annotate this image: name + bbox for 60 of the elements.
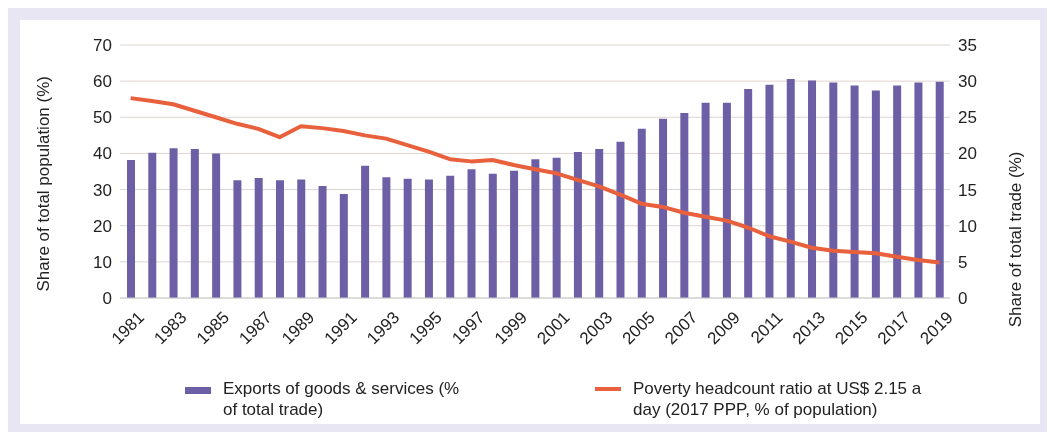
bar	[424, 179, 433, 298]
bar	[510, 170, 519, 298]
bar	[765, 84, 774, 298]
bar	[148, 152, 157, 298]
legend-label: Poverty headcount ratio at US$ 2.15 a day (2017 PPP, % of population)	[633, 378, 923, 420]
bar	[722, 102, 731, 298]
bar	[212, 153, 221, 298]
bar	[467, 169, 476, 298]
bar	[446, 175, 455, 298]
bar	[573, 151, 582, 298]
y-tick-label: 20	[93, 216, 112, 236]
bar	[616, 141, 625, 298]
bar	[744, 89, 753, 298]
bar	[233, 180, 242, 298]
y-tick-label: 60	[93, 72, 112, 92]
y-tick-label: 30	[93, 180, 112, 200]
y-tick-label: 10	[93, 252, 112, 272]
bar	[254, 178, 263, 298]
bar	[169, 148, 178, 298]
bar	[595, 149, 604, 298]
bar	[935, 81, 944, 298]
bar	[297, 179, 306, 298]
y2-tick-label: 15	[958, 180, 977, 200]
bar	[914, 82, 923, 298]
y2-tick-label: 0	[958, 289, 968, 309]
y2-tick-label: 35	[958, 36, 977, 56]
bar	[190, 149, 199, 298]
y-axis-title: Share of total population (%)	[34, 76, 54, 292]
bar	[659, 118, 668, 298]
bar	[403, 178, 412, 298]
bar	[552, 157, 561, 298]
y-tick-label: 70	[93, 36, 112, 56]
legend-label: Exports of goods & services (% of total trade)	[223, 378, 461, 420]
y2-tick-label: 10	[958, 216, 977, 236]
bar	[275, 180, 284, 298]
y2-tick-label: 5	[958, 252, 968, 272]
y-tick-label: 40	[93, 144, 112, 164]
bar	[786, 78, 795, 298]
bar	[637, 128, 646, 298]
y-tick-label: 50	[93, 108, 112, 128]
bar	[361, 165, 370, 298]
bar	[339, 193, 348, 298]
y2-tick-label: 25	[958, 108, 977, 128]
y-tick-label: 0	[102, 289, 112, 309]
bar	[829, 82, 838, 298]
bar	[701, 102, 710, 298]
bar	[127, 159, 135, 298]
bar	[488, 173, 497, 298]
bar	[318, 185, 327, 298]
y2-tick-label: 30	[958, 72, 977, 92]
bar	[871, 90, 880, 298]
line-series	[128, 96, 942, 265]
bar	[531, 159, 540, 298]
y2-axis-title: Share of total trade (%)	[1006, 151, 1026, 328]
bar	[382, 177, 391, 298]
bar	[680, 112, 689, 298]
bar	[893, 85, 902, 298]
bar	[808, 80, 817, 298]
bar	[850, 85, 859, 298]
y2-tick-label: 20	[958, 144, 977, 164]
